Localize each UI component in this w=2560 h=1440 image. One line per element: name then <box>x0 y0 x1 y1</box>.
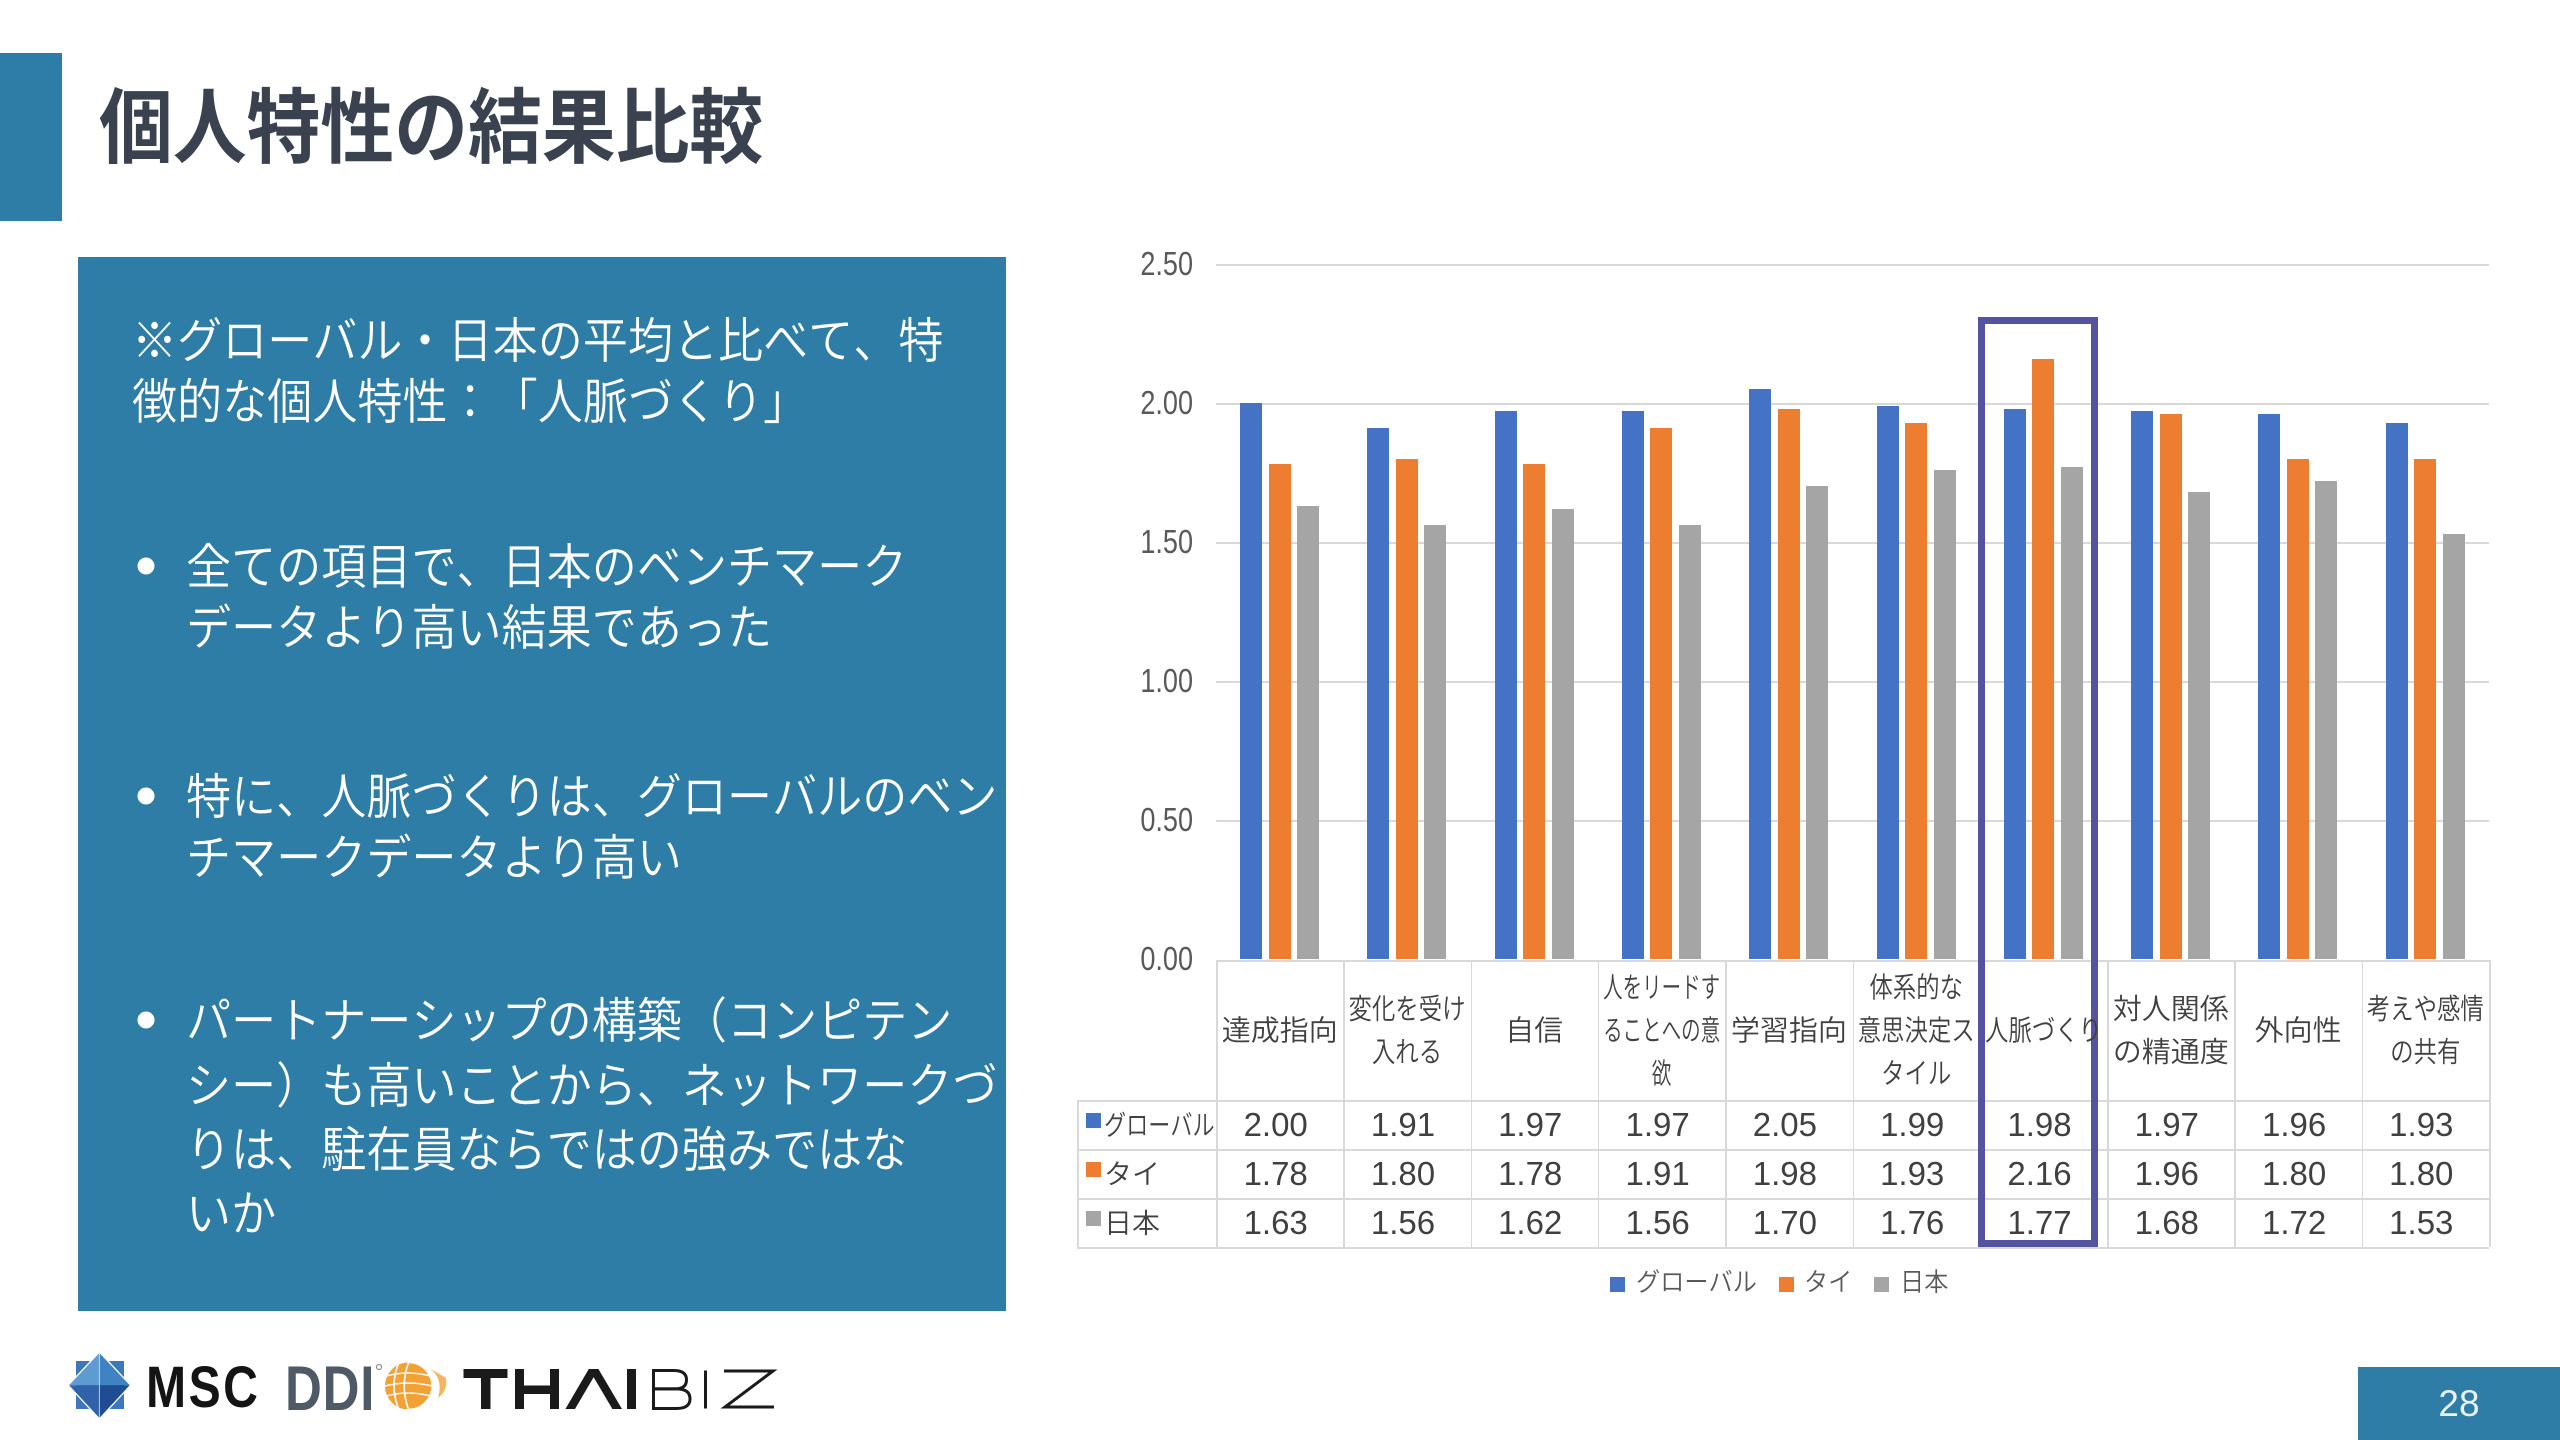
svg-text:DDI: DDI <box>285 1354 375 1424</box>
svg-text:MSC: MSC <box>146 1356 260 1420</box>
